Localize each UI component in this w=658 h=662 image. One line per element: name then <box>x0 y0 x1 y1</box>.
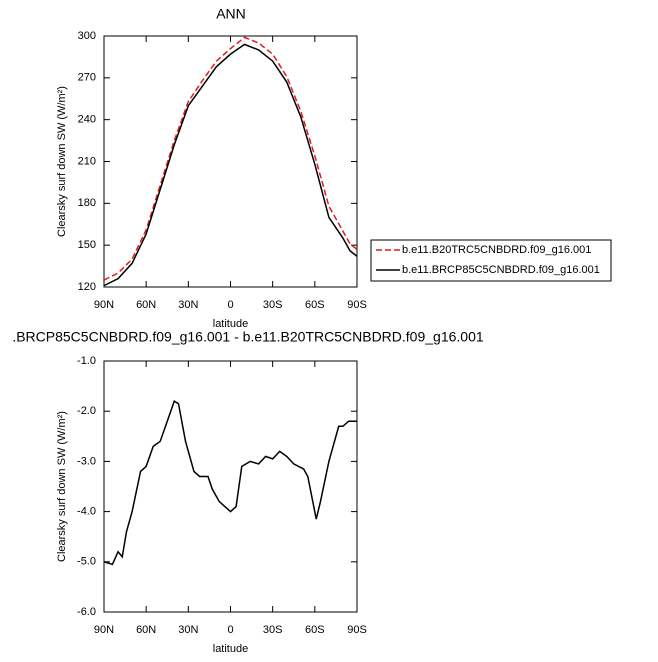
y-tick-label: -3.0 <box>77 455 96 467</box>
data-line <box>103 400 357 566</box>
x-tick-label: 60N <box>136 624 156 636</box>
x-tick-label: 30S <box>263 624 283 636</box>
y-tick-label: 180 <box>78 197 96 209</box>
x-tick-label: 60S <box>305 299 325 311</box>
x-axis-label: latitude <box>213 318 248 330</box>
x-tick-label: 60N <box>136 299 156 311</box>
y-tick-label: -4.0 <box>77 506 96 518</box>
y-tick-label: 150 <box>78 239 96 251</box>
legend-label: b.e11.B20TRC5CNBDRD.f09_g16.001 <box>402 244 591 256</box>
x-tick-label: 60S <box>305 624 325 636</box>
y-tick-label: -1.0 <box>77 355 96 367</box>
y-axis-label: Clearsky surf down SW (W/m²) <box>56 411 68 562</box>
data-line <box>103 36 358 281</box>
plot-frame <box>103 360 358 613</box>
y-tick-label: 120 <box>78 281 96 293</box>
x-axis-label: latitude <box>213 643 248 655</box>
y-tick-label: -2.0 <box>77 405 96 417</box>
data-line <box>103 43 358 287</box>
y-tick-label: -5.0 <box>77 556 96 568</box>
chart-title: .BRCP85C5CNBDRD.f09_g16.001 - b.e11.B20T… <box>12 329 484 345</box>
chart-title: ANN <box>216 6 246 22</box>
y-tick-label: 210 <box>78 155 96 167</box>
y-tick-label: 300 <box>78 30 96 42</box>
y-axis-label: Clearsky surf down SW (W/m²) <box>56 86 68 237</box>
y-tick-label: 270 <box>78 72 96 84</box>
plot-frame <box>103 35 358 288</box>
legend-label: b.e11.BRCP85C5CNBDRD.f09_g16.001 <box>402 264 600 276</box>
y-tick-label: 240 <box>78 114 96 126</box>
x-tick-label: 90S <box>347 299 367 311</box>
x-tick-label: 90N <box>94 624 114 636</box>
x-tick-label: 30N <box>178 299 198 311</box>
x-tick-label: 0 <box>227 624 233 636</box>
x-tick-label: 0 <box>227 299 233 311</box>
x-tick-label: 90N <box>94 299 114 311</box>
x-tick-label: 90S <box>347 624 367 636</box>
legend-box <box>370 239 612 282</box>
y-tick-label: -6.0 <box>77 606 96 618</box>
x-tick-label: 30S <box>263 299 283 311</box>
x-tick-label: 30N <box>178 624 198 636</box>
